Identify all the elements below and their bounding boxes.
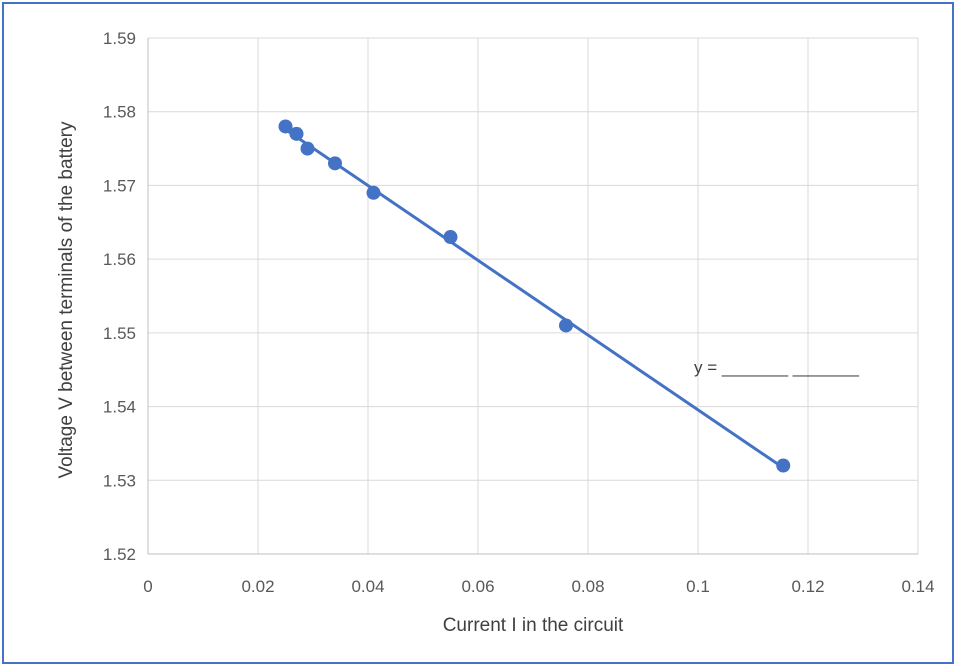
data-point: [300, 141, 315, 156]
x-tick-labels: 0 0.02 0.04 0.06 0.08 0.1 0.12 0.14: [143, 577, 934, 596]
data-point: [328, 156, 342, 171]
y-tick-label: 1.52: [103, 545, 136, 564]
x-axis-title: Current I in the circuit: [443, 615, 624, 636]
y-tick-label: 1.55: [103, 324, 136, 343]
trendline: [284, 128, 785, 470]
data-point: [559, 318, 573, 333]
x-tick-label: 0.12: [791, 577, 824, 596]
axes: [147, 38, 918, 555]
y-tick-label: 1.57: [103, 176, 136, 195]
data-point: [366, 185, 381, 200]
data-point: [278, 119, 293, 134]
x-tick-label: 0: [143, 577, 152, 596]
equation-annotation: y = _______ _______: [694, 358, 860, 377]
x-tick-label: 0.02: [241, 577, 274, 596]
y-tick-labels: 1.52 1.53 1.54 1.55 1.56 1.57 1.58 1.59: [103, 29, 136, 564]
data-point: [443, 230, 458, 245]
y-tick-label: 1.59: [103, 29, 136, 48]
x-tick-label: 0.08: [571, 577, 604, 596]
y-tick-label: 1.58: [103, 103, 136, 122]
data-point: [289, 126, 304, 141]
x-tick-label: 0.1: [686, 577, 710, 596]
data-points: [278, 119, 791, 473]
x-tick-label: 0.06: [461, 577, 494, 596]
y-axis-title: Voltage V between terminals of the batte…: [56, 121, 77, 478]
trendline-layer: [284, 128, 785, 470]
x-tick-label: 0.04: [351, 577, 384, 596]
y-tick-label: 1.53: [103, 471, 136, 490]
y-tick-label: 1.54: [103, 398, 136, 417]
data-point: [776, 458, 791, 473]
x-tick-label: 0.14: [901, 577, 934, 596]
y-tick-label: 1.56: [103, 250, 136, 269]
